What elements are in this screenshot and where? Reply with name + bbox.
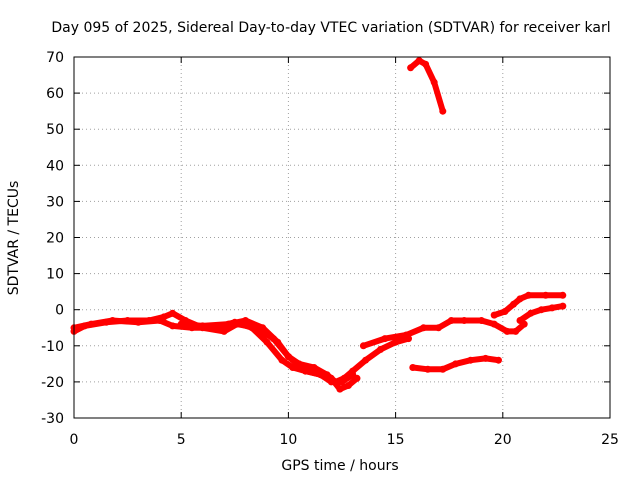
data-point — [336, 385, 344, 393]
data-point — [310, 364, 318, 371]
x-tick-label: 20 — [494, 432, 512, 448]
data-point — [525, 291, 532, 299]
series-track-7 — [490, 291, 567, 319]
series-line — [407, 57, 446, 115]
data-point — [503, 327, 511, 335]
data-point — [537, 306, 545, 314]
data-point — [134, 318, 142, 326]
series-track-4 — [359, 317, 528, 350]
y-tick-label: -20 — [41, 375, 64, 391]
data-point — [559, 291, 567, 299]
data-point — [452, 360, 460, 368]
data-point — [359, 342, 367, 350]
data-point — [512, 327, 520, 335]
data-point — [169, 322, 177, 330]
y-axis-label: SDTVAR / TECUs — [6, 181, 22, 296]
data-point — [548, 304, 556, 312]
y-tick-label: 30 — [46, 194, 64, 210]
data-point — [340, 374, 348, 382]
chart-title: Day 095 of 2025, Sidereal Day-to-day VTE… — [51, 20, 610, 36]
data-point — [362, 356, 370, 364]
data-point — [332, 378, 340, 386]
data-point — [501, 308, 509, 315]
data-point — [430, 78, 438, 86]
axis-ticks: 0 5 10 15 20 25 -30 -20 -10 0 10 20 30 40 50 60 70 — [41, 50, 619, 448]
data-point — [274, 338, 282, 346]
data-point — [510, 300, 517, 308]
x-tick-label: 10 — [279, 432, 297, 448]
data-point — [460, 317, 468, 324]
data-point — [156, 317, 164, 324]
data-point — [284, 353, 292, 361]
data-point — [302, 367, 310, 375]
data-point — [527, 309, 535, 317]
y-tick-label: 50 — [46, 122, 64, 138]
data-point — [220, 327, 228, 335]
data-point — [424, 365, 432, 373]
data-point — [559, 302, 567, 310]
data-point — [420, 324, 427, 332]
y-tick-label: 70 — [46, 50, 64, 66]
data-point — [402, 331, 410, 339]
data-point — [516, 295, 524, 303]
data-point — [242, 317, 249, 324]
data-point — [542, 291, 550, 299]
series-track-5 — [407, 57, 447, 115]
data-series — [70, 57, 567, 393]
series-line — [360, 317, 528, 349]
data-point — [447, 317, 455, 324]
y-tick-label: 60 — [46, 86, 64, 102]
data-point — [407, 64, 415, 72]
data-point — [439, 107, 447, 115]
data-point — [467, 356, 475, 364]
data-point — [224, 320, 232, 328]
data-point — [349, 367, 357, 375]
data-point — [415, 57, 423, 65]
data-point — [295, 360, 303, 368]
data-point — [278, 356, 286, 364]
data-point — [199, 322, 207, 330]
data-point — [289, 364, 297, 371]
series-track-6 — [409, 354, 502, 373]
grid — [74, 57, 610, 418]
data-point — [381, 335, 389, 343]
series-track-8 — [516, 302, 567, 324]
data-point — [477, 317, 485, 324]
data-point — [490, 311, 498, 319]
data-point — [344, 382, 352, 389]
x-tick-label: 0 — [70, 432, 79, 448]
data-point — [323, 371, 331, 379]
data-point — [259, 324, 267, 332]
y-tick-label: -10 — [41, 339, 64, 355]
y-tick-label: 10 — [46, 267, 64, 283]
data-point — [409, 364, 417, 371]
data-point — [392, 338, 400, 346]
y-tick-label: 40 — [46, 158, 64, 174]
data-point — [177, 320, 185, 328]
data-point — [435, 324, 442, 332]
y-tick-label: -30 — [41, 411, 64, 427]
data-point — [377, 345, 385, 353]
data-point — [482, 354, 490, 362]
data-point — [516, 317, 524, 324]
data-point — [109, 317, 117, 324]
y-tick-label: 20 — [46, 231, 64, 247]
y-tick-label: 0 — [55, 303, 64, 319]
data-point — [87, 320, 95, 328]
data-point — [169, 309, 177, 317]
data-point — [422, 60, 430, 68]
data-point — [439, 365, 447, 373]
plot-frame — [73, 56, 611, 419]
data-point — [490, 320, 498, 328]
data-point — [263, 338, 271, 346]
x-tick-label: 25 — [601, 432, 619, 448]
series-track-3 — [177, 317, 412, 386]
x-tick-label: 5 — [177, 432, 186, 448]
x-axis-label: GPS time / hours — [281, 458, 398, 474]
x-tick-label: 15 — [387, 432, 405, 448]
data-point — [495, 356, 502, 364]
